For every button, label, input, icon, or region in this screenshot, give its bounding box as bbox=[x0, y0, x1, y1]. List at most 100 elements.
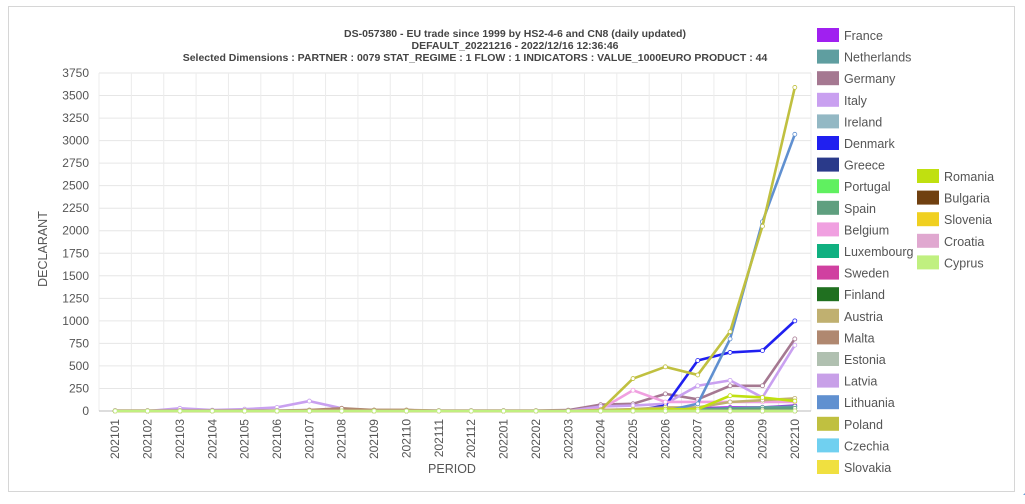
data-point[interactable] bbox=[501, 408, 506, 414]
data-point[interactable] bbox=[727, 399, 733, 405]
data-point[interactable] bbox=[727, 329, 733, 335]
legend-item-luxembourg[interactable]: Luxembourg bbox=[817, 244, 914, 259]
legend-swatch bbox=[817, 179, 839, 194]
data-point[interactable] bbox=[695, 401, 701, 407]
x-tick-label: 202201 bbox=[497, 419, 511, 459]
data-point[interactable] bbox=[792, 131, 798, 137]
series-cyprus bbox=[112, 408, 798, 414]
data-point[interactable] bbox=[727, 383, 733, 389]
data-point[interactable] bbox=[695, 358, 701, 363]
data-point[interactable] bbox=[404, 408, 409, 414]
data-point[interactable] bbox=[112, 408, 118, 414]
data-point[interactable] bbox=[565, 408, 571, 414]
data-point[interactable] bbox=[792, 318, 798, 324]
data-point[interactable] bbox=[760, 383, 765, 389]
x-tick-label: 202108 bbox=[335, 419, 349, 459]
data-point[interactable] bbox=[630, 408, 636, 414]
data-point[interactable] bbox=[727, 393, 733, 399]
data-point[interactable] bbox=[306, 408, 312, 414]
legend-item-poland[interactable]: Poland bbox=[817, 416, 883, 432]
legend-item-netherlands[interactable]: Netherlands bbox=[817, 49, 911, 65]
data-point[interactable] bbox=[727, 336, 733, 342]
legend-item-portugal[interactable]: Portugal bbox=[817, 179, 891, 194]
data-point[interactable] bbox=[274, 408, 280, 414]
data-point[interactable] bbox=[727, 377, 733, 383]
data-point[interactable] bbox=[662, 364, 668, 370]
legend-item-france[interactable]: France bbox=[817, 28, 883, 43]
data-point[interactable] bbox=[598, 408, 604, 414]
data-point[interactable] bbox=[792, 408, 798, 414]
legend-swatch bbox=[817, 352, 839, 366]
legend-item-ireland[interactable]: Ireland bbox=[817, 114, 882, 129]
data-point[interactable] bbox=[630, 387, 636, 393]
legend-item-estonia[interactable]: Estonia bbox=[817, 352, 886, 367]
data-point[interactable] bbox=[242, 408, 248, 414]
data-point[interactable] bbox=[792, 85, 798, 90]
legend-item-romania[interactable]: Romania bbox=[917, 169, 994, 184]
data-point[interactable] bbox=[468, 408, 474, 414]
chart-title: DS-057380 - EU trade since 1999 by HS2-4… bbox=[183, 28, 768, 64]
data-point[interactable] bbox=[695, 372, 701, 378]
data-point[interactable] bbox=[436, 408, 442, 414]
legend-swatch bbox=[817, 114, 839, 129]
data-point[interactable] bbox=[792, 342, 798, 348]
data-point[interactable] bbox=[339, 408, 345, 414]
legend-swatch bbox=[817, 438, 839, 453]
legend-item-croatia[interactable]: Croatia bbox=[917, 233, 984, 249]
data-point[interactable] bbox=[760, 223, 765, 229]
legend-item-sweden[interactable]: Sweden bbox=[817, 265, 889, 281]
data-point[interactable] bbox=[760, 408, 765, 414]
legend-swatch bbox=[817, 395, 839, 410]
legend-item-slovenia[interactable]: Slovenia bbox=[917, 212, 992, 227]
legend-item-finland[interactable]: Finland bbox=[817, 287, 885, 302]
data-point[interactable] bbox=[371, 408, 377, 414]
data-point[interactable] bbox=[695, 383, 701, 389]
legend-swatch bbox=[817, 28, 839, 42]
legend-item-latvia[interactable]: Latvia bbox=[817, 373, 877, 389]
legend-item-lithuania[interactable]: Lithuania bbox=[817, 395, 895, 410]
legend[interactable]: France Netherlands Germany Italy Ireland Denm… bbox=[817, 28, 994, 475]
resize-handle[interactable] bbox=[1023, 487, 1025, 495]
legend-item-cyprus[interactable]: Cyprus bbox=[917, 255, 984, 270]
legend-item-slovakia[interactable]: Slovakia bbox=[817, 460, 891, 475]
data-point[interactable] bbox=[760, 348, 765, 354]
data-point[interactable] bbox=[792, 398, 798, 404]
x-tick-label: 202203 bbox=[561, 419, 575, 459]
x-tick-label: 202112 bbox=[464, 419, 478, 458]
y-tick-label: 1750 bbox=[62, 246, 89, 260]
x-tick-label: 202104 bbox=[205, 419, 219, 459]
data-point[interactable] bbox=[727, 408, 733, 414]
legend-item-spain[interactable]: Spain bbox=[817, 200, 876, 216]
data-point[interactable] bbox=[630, 376, 636, 381]
data-point[interactable] bbox=[145, 408, 150, 414]
data-point[interactable] bbox=[662, 399, 668, 405]
legend-item-belgium[interactable]: Belgium bbox=[817, 222, 889, 237]
legend-label: Poland bbox=[844, 418, 883, 432]
y-tick-label: 2250 bbox=[62, 201, 89, 215]
legend-label: Portugal bbox=[844, 180, 891, 194]
data-point[interactable] bbox=[792, 336, 798, 342]
legend-swatch bbox=[817, 71, 839, 86]
data-point[interactable] bbox=[695, 408, 701, 414]
legend-item-germany[interactable]: Germany bbox=[817, 71, 896, 86]
data-point[interactable] bbox=[533, 408, 539, 414]
legend-swatch bbox=[817, 222, 839, 237]
data-point[interactable] bbox=[209, 408, 215, 414]
legend-item-czechia[interactable]: Czechia bbox=[817, 438, 889, 453]
legend-item-greece[interactable]: Greece bbox=[817, 157, 885, 173]
data-point[interactable] bbox=[662, 391, 668, 397]
data-point[interactable] bbox=[727, 350, 733, 355]
data-point[interactable] bbox=[306, 398, 312, 404]
legend-item-malta[interactable]: Malta bbox=[817, 330, 875, 345]
x-tick-label: 202102 bbox=[141, 419, 155, 459]
y-tick-label: 250 bbox=[69, 381, 89, 395]
x-tick-label: 202208 bbox=[723, 419, 737, 459]
data-point[interactable] bbox=[662, 408, 668, 414]
legend-item-bulgaria[interactable]: Bulgaria bbox=[917, 190, 990, 206]
data-point[interactable] bbox=[177, 408, 183, 414]
legend-item-austria[interactable]: Austria bbox=[817, 308, 883, 324]
legend-item-denmark[interactable]: Denmark bbox=[817, 136, 895, 151]
legend-item-italy[interactable]: Italy bbox=[817, 92, 868, 108]
y-tick-label: 500 bbox=[69, 359, 89, 373]
data-point[interactable] bbox=[760, 395, 765, 400]
